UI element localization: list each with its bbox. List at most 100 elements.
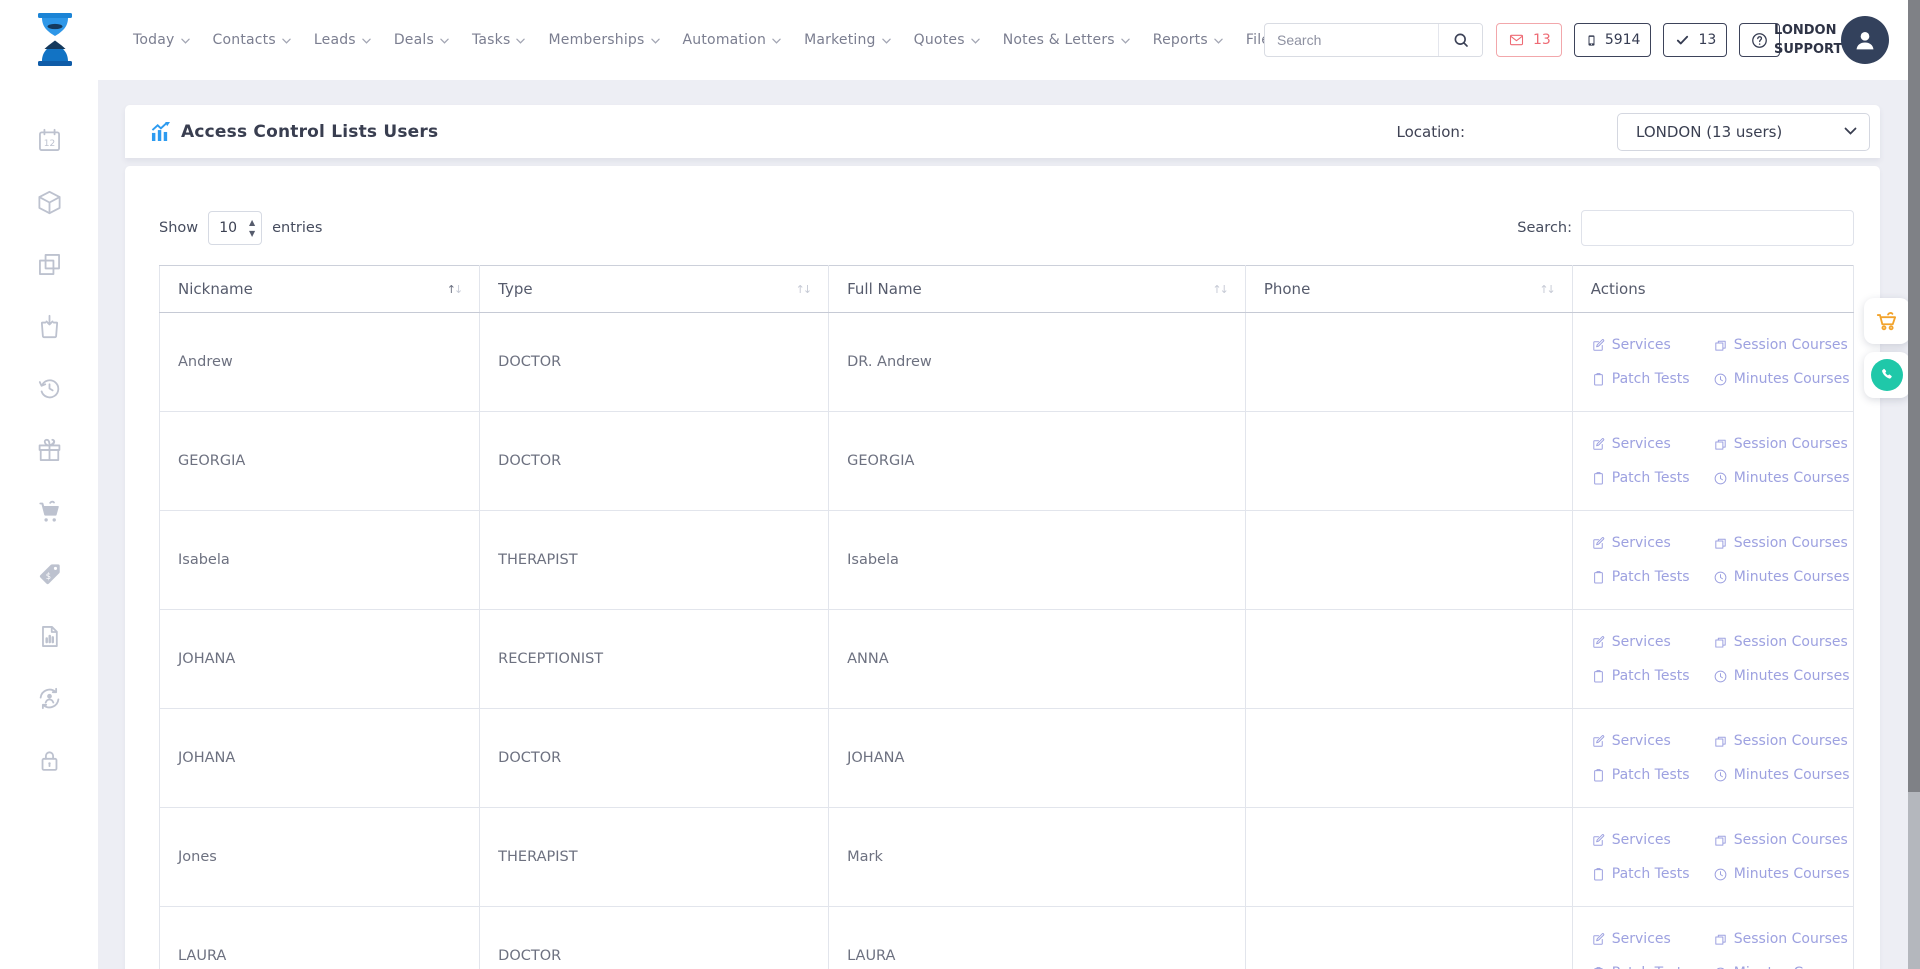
- chevron-down-icon: [1121, 38, 1130, 44]
- action-link-minutes-courses[interactable]: Minutes Courses: [1713, 767, 1850, 783]
- sidebar-item-bag-receive[interactable]: [36, 313, 63, 340]
- sort-arrows-icon: ↑↓: [795, 282, 813, 296]
- action-link-services[interactable]: Services: [1591, 832, 1713, 848]
- action-link-session-courses[interactable]: Session Courses: [1713, 337, 1850, 353]
- cell-full-name: JOHANA: [828, 708, 1246, 808]
- sidebar-item-user-sync[interactable]: [36, 685, 63, 712]
- avatar[interactable]: [1841, 16, 1889, 64]
- cell-phone: [1244, 609, 1573, 709]
- action-link-session-courses[interactable]: Session Courses: [1713, 733, 1850, 749]
- nav-item-label: Deals: [393, 32, 434, 48]
- nav-item-deals[interactable]: Deals: [394, 32, 449, 48]
- global-search: [1264, 23, 1483, 57]
- nav-item-reports[interactable]: Reports: [1153, 32, 1223, 48]
- help-badge[interactable]: [1739, 23, 1781, 57]
- sidebar-item-history[interactable]: [36, 375, 63, 402]
- chevron-down-icon: [772, 38, 781, 44]
- users-table: Nickname ↑↓ Type ↑↓ Full Name ↑↓ Phone ↑↓ Action…: [158, 265, 1855, 969]
- action-link-minutes-courses[interactable]: Minutes Courses: [1713, 371, 1850, 387]
- sidebar-item-report[interactable]: [36, 623, 63, 650]
- sidebar-item-price-tag[interactable]: $: [36, 561, 63, 588]
- cell-nickname: JOHANA: [158, 609, 481, 709]
- phone-float-button[interactable]: [1864, 352, 1910, 398]
- messages-badge[interactable]: 13: [1496, 23, 1562, 57]
- column-header-nickname[interactable]: Nickname ↑↓: [158, 265, 481, 313]
- nav-item-leads[interactable]: Leads: [314, 32, 371, 48]
- action-link-session-courses[interactable]: Session Courses: [1713, 535, 1850, 551]
- sms-badge[interactable]: 5914: [1573, 23, 1652, 57]
- column-header-full-name[interactable]: Full Name ↑↓: [828, 265, 1246, 313]
- nav-item-contacts[interactable]: Contacts: [213, 32, 291, 48]
- column-label: Nickname: [178, 280, 253, 298]
- action-link-minutes-courses[interactable]: Minutes Courses: [1713, 470, 1850, 486]
- nav-item-label: Today: [133, 32, 175, 48]
- gift-icon: [38, 438, 60, 461]
- action-link-services[interactable]: Services: [1591, 337, 1713, 353]
- action-link-label: Services: [1611, 832, 1671, 848]
- action-link-session-courses[interactable]: Session Courses: [1713, 634, 1850, 650]
- cell-nickname: JOHANA: [158, 708, 481, 808]
- action-link-services[interactable]: Services: [1591, 931, 1713, 947]
- nav-item-today[interactable]: Today: [133, 32, 190, 48]
- column-header-actions: Actions: [1571, 265, 1855, 313]
- global-search-input[interactable]: [1265, 24, 1438, 56]
- nav-item-tasks[interactable]: Tasks: [472, 32, 526, 48]
- services-icon: [1593, 437, 1605, 450]
- sidebar-item-cart[interactable]: [36, 499, 63, 526]
- location-label: Location:: [1396, 122, 1466, 141]
- nav-item-marketing[interactable]: Marketing: [804, 32, 891, 48]
- action-link-patch-tests[interactable]: Patch Tests: [1591, 965, 1713, 969]
- search-icon[interactable]: [1438, 24, 1482, 56]
- column-header-type[interactable]: Type ↑↓: [479, 265, 830, 313]
- services-icon: [1593, 833, 1605, 846]
- chevron-down-icon: [881, 38, 891, 44]
- page-title: Access Control Lists Users: [125, 122, 438, 142]
- column-header-phone[interactable]: Phone ↑↓: [1244, 265, 1573, 313]
- app-logo-hourglass[interactable]: [33, 13, 77, 66]
- sidebar-item-gift[interactable]: [36, 437, 63, 464]
- scrollbar-thumb[interactable]: [1908, 0, 1920, 792]
- actions-grid: Services Session Courses Patch Tests Minute…: [1591, 733, 1850, 783]
- page-scrollbar[interactable]: [1908, 0, 1920, 969]
- session-courses-icon: [1715, 637, 1726, 648]
- action-link-session-courses[interactable]: Session Courses: [1713, 931, 1850, 947]
- badge-count: 13: [1698, 32, 1717, 48]
- session-courses-icon: [1715, 439, 1726, 450]
- action-link-patch-tests[interactable]: Patch Tests: [1591, 767, 1713, 783]
- action-link-services[interactable]: Services: [1591, 535, 1713, 551]
- action-link-patch-tests[interactable]: Patch Tests: [1591, 668, 1713, 684]
- table-search-input[interactable]: [1581, 210, 1854, 246]
- sidebar-item-lock[interactable]: [36, 747, 63, 774]
- action-link-patch-tests[interactable]: Patch Tests: [1591, 569, 1713, 585]
- minutes-courses-icon: [1714, 373, 1727, 385]
- action-link-minutes-courses[interactable]: Minutes Courses: [1713, 866, 1850, 882]
- location-select[interactable]: LONDON (13 users): [1617, 112, 1870, 151]
- page-size-select[interactable]: 10: [208, 211, 263, 245]
- action-link-patch-tests[interactable]: Patch Tests: [1591, 470, 1713, 486]
- action-link-label: Services: [1611, 337, 1671, 353]
- tasks-badge[interactable]: 13: [1663, 23, 1728, 57]
- nav-item-memberships[interactable]: Memberships: [548, 32, 660, 48]
- action-link-patch-tests[interactable]: Patch Tests: [1591, 371, 1713, 387]
- sidebar-item-cube[interactable]: [36, 189, 63, 216]
- nav-item-automation[interactable]: Automation: [683, 32, 782, 48]
- action-link-label: Patch Tests: [1611, 866, 1690, 882]
- nav-item-notes-letters[interactable]: Notes & Letters: [1003, 32, 1130, 48]
- nav-item-quotes[interactable]: Quotes: [914, 32, 980, 48]
- action-link-session-courses[interactable]: Session Courses: [1713, 436, 1850, 452]
- sidebar-item-copy-squares[interactable]: [36, 251, 63, 278]
- action-link-minutes-courses[interactable]: Minutes Courses: [1713, 668, 1850, 684]
- action-link-label: Services: [1611, 931, 1671, 947]
- action-link-services[interactable]: Services: [1591, 733, 1713, 749]
- action-link-patch-tests[interactable]: Patch Tests: [1591, 866, 1713, 882]
- action-link-services[interactable]: Services: [1591, 436, 1713, 452]
- sort-arrows-icon: ↑↓: [1212, 282, 1229, 296]
- action-link-minutes-courses[interactable]: Minutes Courses: [1713, 569, 1850, 585]
- action-link-services[interactable]: Services: [1591, 634, 1713, 650]
- action-link-minutes-courses[interactable]: Minutes Courses: [1713, 965, 1850, 969]
- action-link-label: Patch Tests: [1611, 569, 1690, 585]
- action-link-session-courses[interactable]: Session Courses: [1713, 832, 1850, 848]
- table-body: Andrew DOCTOR DR. Andrew Services Session Co…: [158, 312, 1855, 969]
- cart-float-button[interactable]: [1864, 298, 1910, 344]
- sidebar-item-calendar-12[interactable]: 12: [36, 127, 63, 154]
